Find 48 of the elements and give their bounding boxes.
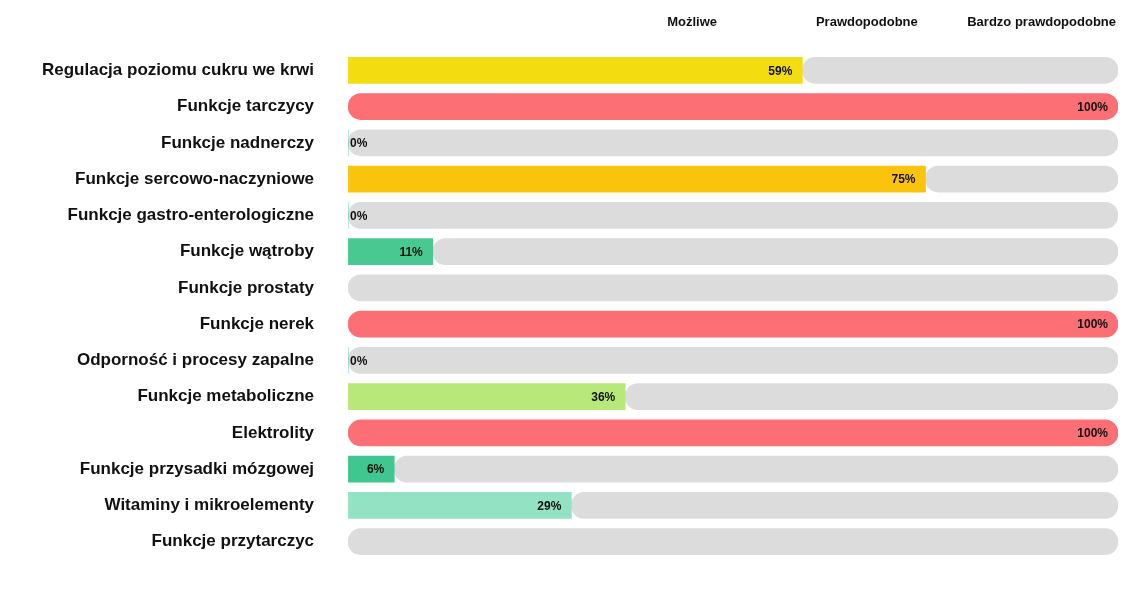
bar [624, 383, 1118, 410]
y-tick-label: Funkcje gastro-enterologiczne [67, 205, 315, 225]
data-label: 100% [1077, 426, 1109, 441]
bar [348, 93, 1118, 120]
bar [348, 129, 1118, 157]
y-tick-label: Funkcje sercowo-naczyniowe [75, 168, 315, 188]
y-tick-label: Funkcje wątroby [179, 241, 315, 261]
bar [348, 202, 1118, 229]
y-tick-label: Funkcje przysadki mózgowej [79, 458, 315, 478]
data-label: 36% [591, 389, 616, 404]
bar [571, 492, 1118, 519]
data-label: 0% [350, 136, 368, 151]
bar [348, 310, 1118, 338]
data-label: 100% [1077, 317, 1109, 332]
bar [925, 165, 1118, 193]
data-label: 0% [350, 353, 368, 368]
text: Prawdopodobne [815, 13, 918, 29]
bar [348, 419, 1118, 447]
y-tick-label: Funkcje prostaty [178, 277, 315, 297]
data-label: 59% [768, 63, 793, 78]
bar [348, 274, 1118, 302]
y-tick-label: Elektrolity [231, 422, 315, 442]
data-label: 11% [399, 244, 424, 259]
bar [348, 383, 626, 410]
y-tick-label: Funkcje tarczycy [177, 96, 315, 116]
y-tick-label: Regulacja poziomu cukru we krwi [41, 60, 315, 80]
bar [348, 238, 434, 265]
data-label: 75% [891, 172, 916, 187]
bar [348, 492, 572, 519]
bar [432, 238, 1118, 265]
y-tick-label: Funkcje przytarczyc [151, 531, 315, 551]
y-tick-label: Funkcje nerek [199, 313, 315, 333]
data-label: 0% [350, 208, 368, 223]
bar [348, 528, 1118, 555]
bar [348, 165, 926, 193]
data-label: 100% [1077, 99, 1109, 114]
y-tick-label: Odporność i procesy zapalne [76, 350, 315, 370]
y-tick-label: Funkcje nadnerczy [161, 132, 315, 152]
y-tick-label: Funkcje metaboliczne [137, 386, 315, 406]
bar [348, 57, 803, 84]
data-label: 6% [366, 462, 385, 477]
text: Bardzo prawdopodobne [967, 13, 1117, 29]
bar [802, 57, 1118, 84]
y-tick-label: Witaminy i mikroelementy [104, 495, 315, 515]
bar [393, 455, 1118, 483]
text: Możliwe [667, 13, 717, 29]
data-label: 29% [537, 498, 562, 513]
bar [348, 347, 1118, 374]
